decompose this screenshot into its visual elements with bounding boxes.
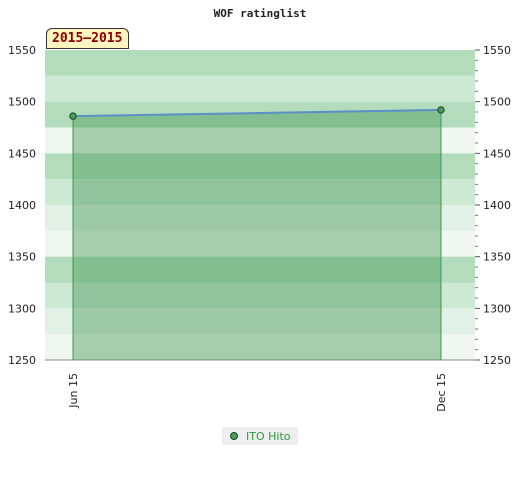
y-tick-label-left: 1450 [8,147,36,160]
legend-label-ito-hito[interactable]: ITO Hito [246,429,291,443]
x-tick-label: Jun 15 [67,373,80,409]
y-tick-label-right: 1350 [483,251,511,264]
background-band [45,308,475,335]
background-band [45,127,475,154]
x-axis: Jun 15 Dec 15 [67,373,448,412]
y-tick-label-left: 1500 [8,96,36,109]
y-tick-label-left: 1350 [8,251,36,264]
background-band [45,256,475,283]
chart-title: WOF ratinglist [214,7,307,20]
series-point [69,112,77,120]
legend-marker-icon [230,432,238,440]
y-tick-label-left: 1250 [8,354,36,367]
y-tick-label-right: 1500 [483,96,511,109]
y-tick-label-right: 1400 [483,199,511,212]
series-layer [69,106,445,360]
background-bands [45,50,475,360]
background-band [45,230,475,257]
background-band [45,282,475,309]
x-tick-label: Dec 15 [435,373,448,412]
background-band [45,205,475,231]
y-tick-label-left: 1400 [8,199,36,212]
y-tick-label-right: 1450 [483,147,511,160]
legend[interactable]: ITO Hito [222,427,298,445]
y-axis-right: 1250 1300 1350 1400 1450 1500 1550 [475,44,511,367]
series-point [437,106,445,114]
y-tick-label-right: 1300 [483,302,511,315]
background-band [45,50,475,76]
y-tick-label-right: 1550 [483,44,511,57]
background-band [45,179,475,205]
background-band [45,153,475,180]
y-tick-label-left: 1300 [8,302,36,315]
series-area [73,109,441,360]
background-band [45,334,475,360]
y-axis-left: 1250 1300 1350 1400 1450 1500 1550 [8,44,475,367]
series-line [72,108,442,118]
background-band [45,75,475,102]
period-badge: 2015–2015 [46,28,130,49]
right-axis-minor-ticks [475,59,478,351]
y-tick-label-right: 1250 [483,354,511,367]
y-tick-label-left: 1550 [8,44,36,57]
